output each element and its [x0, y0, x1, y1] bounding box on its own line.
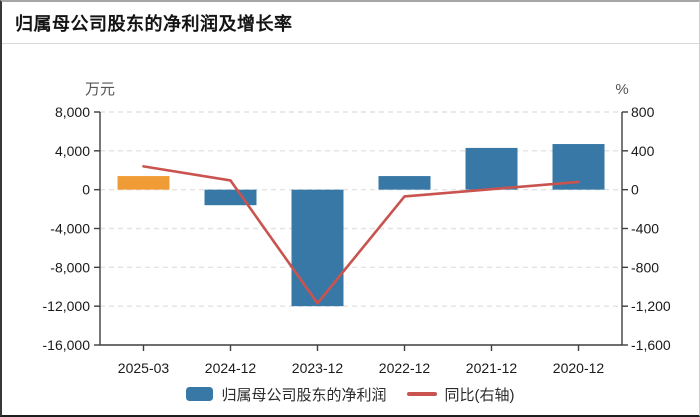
y-axis-left-label: -16,000 — [43, 337, 91, 353]
y-axis-right-label: -400 — [631, 221, 659, 237]
y-axis-left-label: 4,000 — [55, 143, 90, 159]
right-axis-unit-label: % — [615, 81, 628, 98]
y-axis-right-label: 800 — [631, 104, 655, 120]
legend-label-yoy: 同比(右轴) — [444, 386, 515, 404]
y-axis-left-label: -12,000 — [43, 298, 91, 314]
y-axis-right-label: 400 — [631, 143, 655, 159]
legend-item-net-profit: 归属母公司股东的净利润 — [186, 384, 387, 405]
bar-2023-12 — [291, 189, 344, 307]
x-axis-label: 2021-12 — [466, 360, 518, 376]
y-axis-left-label: 0 — [82, 182, 90, 198]
chart-header: 归属母公司股东的净利润及增长率 — [2, 2, 699, 44]
y-axis-right-label: -1,600 — [631, 337, 671, 353]
chart-title: 归属母公司股东的净利润及增长率 — [15, 13, 293, 34]
bar-2021-12 — [465, 147, 518, 190]
bar-series-swatch — [186, 387, 214, 401]
x-axis-label: 2024-12 — [205, 360, 257, 376]
chart-legend: 归属母公司股东的净利润 同比(右轴) — [2, 384, 699, 404]
y-axis-left-label: -8,000 — [50, 259, 90, 275]
x-axis-label: 2022-12 — [379, 360, 431, 376]
bar-2024-12 — [204, 189, 257, 206]
y-axis-left-label: 8,000 — [55, 104, 90, 120]
x-axis-label: 2025-03 — [118, 360, 170, 376]
line-series-swatch — [406, 392, 437, 396]
trend-line — [142, 165, 580, 305]
y-axis-right-label: -1,200 — [631, 298, 671, 314]
y-axis-right-label: -800 — [631, 259, 659, 275]
x-axis-label: 2020-12 — [553, 360, 605, 376]
legend-item-yoy: 同比(右轴) — [406, 384, 515, 405]
y-axis-left-label: -4,000 — [50, 221, 90, 237]
bar-2022-12 — [378, 176, 431, 190]
legend-label-net-profit: 归属母公司股东的净利润 — [221, 386, 387, 404]
x-axis-label: 2023-12 — [292, 360, 344, 376]
y-axis-right-label: 0 — [631, 182, 639, 198]
bar-2025-03 — [117, 176, 170, 190]
left-axis-unit-label: 万元 — [85, 81, 115, 98]
